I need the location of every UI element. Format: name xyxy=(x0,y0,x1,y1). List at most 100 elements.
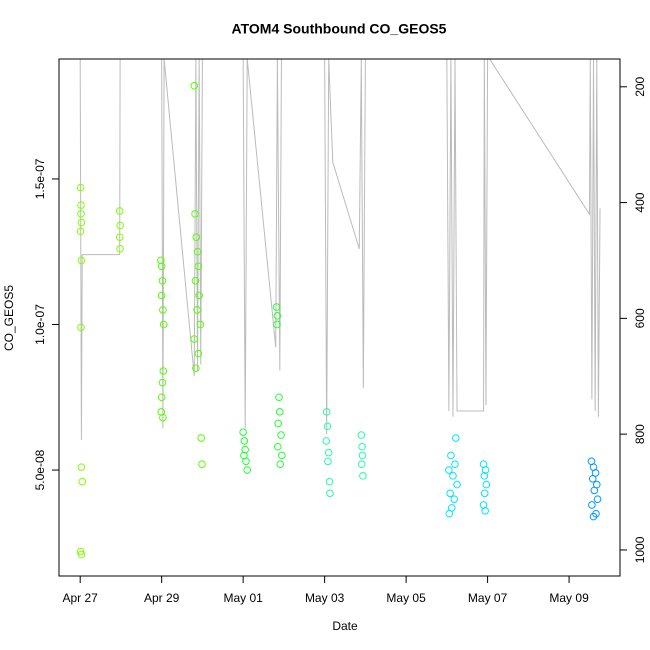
point xyxy=(195,291,203,300)
point xyxy=(198,460,206,469)
x-axis-label: Date xyxy=(332,619,358,633)
x-tick-label: May 03 xyxy=(305,591,345,605)
point xyxy=(190,335,199,343)
plot-frame xyxy=(58,58,621,577)
point xyxy=(158,277,167,285)
point xyxy=(323,422,332,431)
point xyxy=(159,320,168,329)
x-tick-label: Apr 27 xyxy=(63,591,99,605)
point xyxy=(445,466,453,474)
point xyxy=(77,323,85,332)
point xyxy=(276,408,284,416)
point xyxy=(273,311,282,320)
point xyxy=(357,431,366,439)
plot-area xyxy=(76,59,602,559)
y-tick-label: 5.0e-08 xyxy=(33,449,47,490)
point xyxy=(272,303,281,311)
point xyxy=(588,474,597,483)
point xyxy=(358,442,366,451)
point xyxy=(481,506,489,515)
point xyxy=(240,437,249,445)
point xyxy=(589,512,598,521)
y-axis-label: CO_GEOS5 xyxy=(2,285,16,351)
point xyxy=(157,256,165,265)
point xyxy=(590,486,599,495)
y-tick-label: 1.0e-07 xyxy=(33,304,47,345)
point xyxy=(593,495,602,503)
point xyxy=(277,431,285,439)
point xyxy=(78,477,87,486)
point xyxy=(157,393,166,402)
point xyxy=(453,480,461,489)
point xyxy=(159,413,167,422)
point xyxy=(482,480,491,489)
x-tick-label: Apr 29 xyxy=(144,591,180,605)
point xyxy=(322,408,331,416)
point xyxy=(157,291,166,300)
point xyxy=(193,306,201,314)
point xyxy=(449,472,457,480)
x-tick-label: May 07 xyxy=(468,591,508,605)
point xyxy=(76,547,85,556)
point xyxy=(77,256,86,265)
point xyxy=(76,183,85,192)
point xyxy=(273,320,281,329)
chart-title: ATOM4 Southbound CO_GEOS5 xyxy=(232,21,447,37)
point xyxy=(452,434,460,442)
point xyxy=(115,207,124,215)
pressure-line xyxy=(79,59,601,440)
point xyxy=(77,210,85,218)
point xyxy=(158,378,167,387)
y2-tick-label: 600 xyxy=(633,308,647,328)
y2-tick-label: 200 xyxy=(633,76,647,96)
point xyxy=(116,244,124,253)
point xyxy=(480,489,489,498)
point xyxy=(275,393,283,402)
point xyxy=(357,460,366,469)
point xyxy=(278,451,286,460)
x-tick-label: May 05 xyxy=(386,591,426,605)
point xyxy=(159,306,167,314)
point xyxy=(276,460,285,469)
point xyxy=(445,509,454,518)
point xyxy=(191,277,200,285)
point xyxy=(197,434,205,442)
point xyxy=(194,262,203,271)
point xyxy=(115,233,124,241)
point xyxy=(77,550,86,559)
point xyxy=(480,472,489,480)
point xyxy=(192,364,200,372)
y2-tick-label: 1000 xyxy=(633,536,647,563)
y2-tick-label: 400 xyxy=(633,192,647,212)
y2-tick-label: 800 xyxy=(633,424,647,444)
point xyxy=(359,472,367,480)
point xyxy=(239,428,247,436)
point xyxy=(196,320,205,329)
point xyxy=(451,460,459,469)
point xyxy=(358,451,367,460)
y-tick-label: 1.5e-07 xyxy=(33,158,47,199)
point xyxy=(77,463,86,471)
point xyxy=(190,81,199,90)
point xyxy=(326,489,334,498)
point xyxy=(194,349,203,358)
x-tick-label: May 09 xyxy=(549,591,589,605)
point xyxy=(116,221,124,230)
point xyxy=(446,489,454,498)
point xyxy=(273,442,282,451)
point xyxy=(243,466,252,474)
point xyxy=(157,262,166,271)
point xyxy=(76,227,85,236)
point xyxy=(324,457,332,466)
point xyxy=(447,451,455,460)
point xyxy=(325,477,334,486)
point xyxy=(193,247,202,256)
point xyxy=(588,501,596,509)
point xyxy=(192,233,201,241)
point xyxy=(591,469,600,477)
point xyxy=(322,437,331,445)
point xyxy=(77,201,85,209)
point xyxy=(159,367,168,375)
x-tick-label: May 01 xyxy=(223,591,263,605)
point xyxy=(324,448,333,457)
